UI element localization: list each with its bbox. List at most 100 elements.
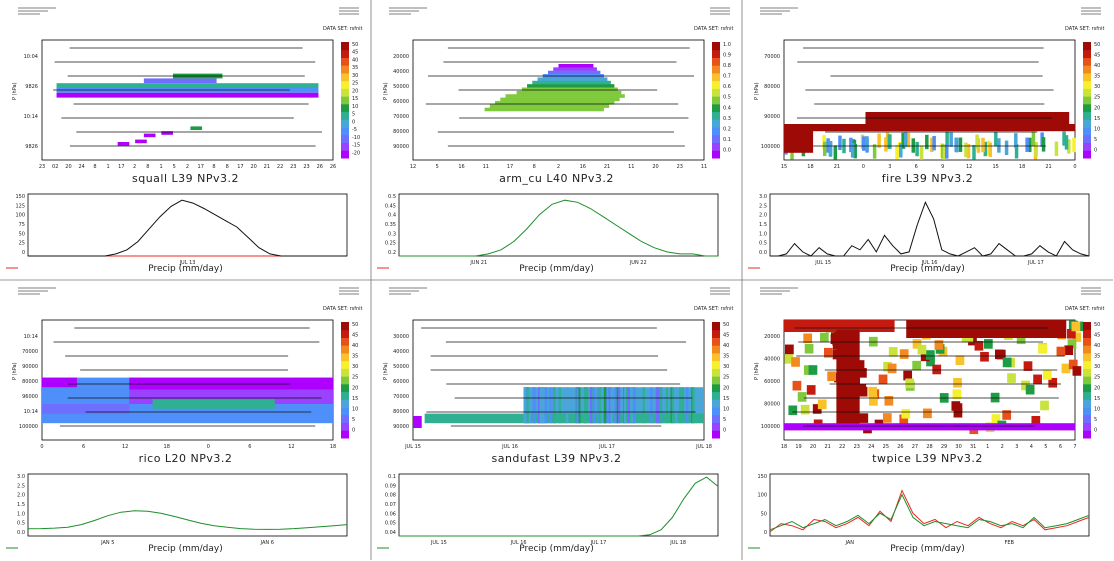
heatmap-cell xyxy=(861,136,866,151)
heatmap-cell xyxy=(1072,332,1082,342)
colorbar-swatch xyxy=(341,368,349,377)
colorbar-swatch xyxy=(712,127,720,136)
colorbar-swatch xyxy=(341,399,349,408)
heatmap-cell xyxy=(972,144,976,160)
colorbar-swatch xyxy=(712,376,720,385)
x-tick-label: 2 xyxy=(557,164,560,170)
heatmap-cell xyxy=(915,141,919,157)
heatmap-cell xyxy=(1014,144,1019,159)
y-axis-title: P (hPa) xyxy=(12,82,18,100)
colorbar-label: 0.2 xyxy=(723,126,731,132)
precip-x-tick: JAN 5 xyxy=(100,540,114,546)
panel-subtitle: Precip (mm/day) xyxy=(890,264,964,274)
y-tick-label: 60000 xyxy=(393,379,409,385)
heatmap-cell xyxy=(903,132,908,147)
heatmap-cell xyxy=(1061,363,1071,374)
colorbar-label: 0.8 xyxy=(723,63,731,69)
precip-x-tick: JAN xyxy=(844,540,854,546)
x-tick-label: 20 xyxy=(250,164,256,170)
colorbar-swatch xyxy=(712,80,720,89)
colorbar-label: 25 xyxy=(352,81,358,87)
precip-y-tick: 0.35 xyxy=(385,222,396,228)
heatmap-cell xyxy=(539,387,542,424)
heatmap-cell xyxy=(884,137,888,152)
precip-frame xyxy=(398,193,719,257)
heatmap-cell xyxy=(784,128,814,153)
x-tick-label: 24 xyxy=(868,444,874,450)
precip-y-tick: 0.09 xyxy=(385,483,396,489)
precip-x-tick: JUL 16 xyxy=(510,540,527,546)
x-tick-label: 6 xyxy=(82,444,85,450)
y-tick-label: 80000 xyxy=(764,84,780,90)
header-meta-box xyxy=(18,286,58,298)
x-tick-label: 26 xyxy=(897,444,903,450)
heatmap-cell xyxy=(1021,380,1030,391)
heatmap-cell xyxy=(565,387,569,424)
heatmap-cell xyxy=(850,143,855,158)
colorbar-swatch xyxy=(1083,150,1091,159)
x-tick-label: 23 xyxy=(854,444,860,450)
heatmap-cell xyxy=(523,387,526,424)
heatmap-cell xyxy=(906,132,911,148)
heatmap-cell xyxy=(995,349,1004,360)
precip-x-tick: JUL 18 xyxy=(669,540,686,546)
x-tick-label: 20 xyxy=(652,164,658,170)
x-tick-label: 1 xyxy=(159,164,162,170)
heatmap-cell xyxy=(901,134,906,149)
dataset-label: DATA SET: rsfnit xyxy=(323,26,363,32)
heatmap-cell xyxy=(630,387,634,424)
colorbar-label: 25 xyxy=(1094,95,1100,101)
heatmap-cell xyxy=(692,387,695,424)
heatmap-cell xyxy=(808,365,818,375)
x-tick-label: 8 xyxy=(212,164,215,170)
x-tick-label: 1 xyxy=(107,164,110,170)
x-tick-label: JUL 16 xyxy=(501,444,518,450)
colorbar-label: 5 xyxy=(723,417,726,423)
heatmap-cell xyxy=(983,141,988,157)
colorbar-label: 50 xyxy=(352,42,358,48)
heatmap-cell xyxy=(576,387,579,424)
precip-y-tick: 150 xyxy=(757,474,767,480)
panel-0: DATA SET: rsfnit 10:04 9826 10:14 9826 P (hPa… xyxy=(6,6,363,274)
x-tick-label: 2 xyxy=(133,164,136,170)
heatmap-cell xyxy=(541,387,544,424)
heatmap-cell xyxy=(980,351,989,362)
colorbar-swatch xyxy=(341,96,349,105)
precip-y-tick: 0.25 xyxy=(385,241,396,247)
x-tick-label: 17 xyxy=(118,164,124,170)
colorbar-label: 40 xyxy=(352,343,358,349)
colorbar-swatch xyxy=(341,80,349,89)
colorbar-swatch xyxy=(712,329,720,338)
heatmap-cell xyxy=(627,387,630,424)
header-meta-box xyxy=(18,6,58,18)
heatmap-cell xyxy=(152,399,275,409)
colorbar-swatch xyxy=(712,88,720,97)
heatmap-cell xyxy=(954,137,959,153)
colorbar-label: 15 xyxy=(1094,116,1100,122)
precip-y-tick: 0.4 xyxy=(388,213,396,219)
x-tick-label: 8 xyxy=(146,164,149,170)
heatmap-cell xyxy=(819,332,829,343)
x-tick-label: 9 xyxy=(941,164,944,170)
heatmap-cell xyxy=(872,144,877,159)
precip-y-tick: 0.0 xyxy=(17,530,25,536)
heatmap-cell xyxy=(675,387,678,424)
panel-title: fire L39 NPv3.2 xyxy=(882,172,973,185)
y-axis-title: P (hPa) xyxy=(754,362,760,380)
heatmap-cell xyxy=(788,405,798,416)
colorbar-swatch xyxy=(1083,119,1091,128)
colorbar-swatch xyxy=(341,65,349,74)
panel-title: squall L39 NPv3.2 xyxy=(132,172,239,185)
y-tick-label: 10:04 xyxy=(24,54,38,60)
colorbar-swatch xyxy=(341,111,349,120)
heatmap-cell xyxy=(413,416,422,428)
heatmap-cell xyxy=(521,87,618,92)
heatmap-cell xyxy=(659,387,663,424)
colorbar-swatch xyxy=(1083,430,1091,439)
y-tick-label: 90000 xyxy=(764,114,780,120)
heatmap-cell xyxy=(804,343,814,354)
heatmap-cell xyxy=(930,137,934,152)
heatmap-cell xyxy=(797,392,807,402)
colorbar-swatch xyxy=(1083,422,1091,431)
